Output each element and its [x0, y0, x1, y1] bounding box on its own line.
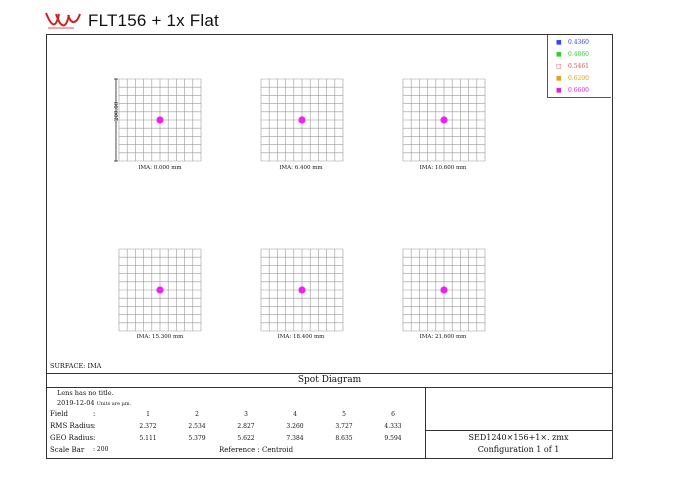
info-panel: Lens has no title. 2019-12-04 Units are …: [47, 387, 426, 458]
spot-marker: [156, 286, 164, 294]
legend-item: ■ 0.6200: [556, 75, 589, 82]
legend-item: ■ 0.6600: [556, 87, 589, 94]
divider: [47, 373, 612, 374]
rms-cell: 2.372: [139, 423, 157, 430]
surface-label: SURFACE: IMA: [50, 362, 102, 370]
rms-cell: 3.260: [286, 423, 304, 430]
header: FLT156 + 1x Flat: [44, 8, 219, 34]
diagram-frame: 200.00 IMA: 0.000 mm IMA: 6.400 mm IMA: …: [46, 34, 613, 459]
field-cell: 3: [244, 411, 248, 418]
geo-cell: 5.379: [188, 435, 206, 442]
field-cell: 5: [342, 411, 346, 418]
reference-line: Reference : Centroid: [219, 446, 294, 454]
scale-bar: [114, 78, 118, 162]
field-cell: 6: [391, 411, 395, 418]
spot-marker: [440, 286, 448, 294]
divider: [47, 387, 612, 388]
spot-grid: [260, 78, 344, 162]
rms-label: RMS Radius: [50, 422, 94, 430]
spot-diagram-canvas: [114, 78, 486, 332]
spot-marker: [440, 116, 448, 124]
spot-label: IMA: 6.400 mm: [279, 165, 323, 171]
file-info-box: SED1240×156+1×. zmx Configuration 1 of 1: [425, 430, 612, 459]
legend-marker-icon: ■: [556, 51, 562, 58]
geo-cell: 8.635: [335, 435, 353, 442]
spot-grid: [402, 248, 486, 332]
spot-marker: [298, 116, 306, 124]
scale-bar-label: Scale Bar: [50, 446, 85, 454]
geo-cell: 5.111: [139, 435, 157, 442]
rms-cell: 3.727: [335, 423, 353, 430]
rms-cell: 2.534: [188, 423, 206, 430]
spot-grid: [118, 78, 202, 162]
spot-grid: [260, 248, 344, 332]
field-cell: 2: [195, 411, 199, 418]
file-name: SED1240×156+1×. zmx: [468, 433, 569, 442]
legend-item: ■ 0.4860: [556, 51, 589, 58]
legend-item: □ 0.5461: [556, 63, 589, 70]
field-cell: 4: [293, 411, 297, 418]
legend-marker-icon: ■: [556, 75, 562, 82]
field-label: Field: [50, 410, 68, 418]
legend-marker-icon: ■: [556, 39, 562, 46]
wavelength-legend: ■ 0.4360 ■ 0.4860 □ 0.5461 ■ 0.6200 ■ 0.…: [547, 35, 611, 98]
geo-colon: :: [93, 434, 96, 442]
brand-logo-icon: [45, 12, 81, 29]
spot-label: IMA: 10.600 mm: [419, 165, 467, 171]
spot-label: IMA: 0.000 mm: [138, 165, 182, 171]
scale-bar-value: : 200: [93, 446, 109, 453]
legend-marker-icon: ■: [556, 87, 562, 94]
spot-label: IMA: 21.600 mm: [419, 334, 467, 340]
diagram-title: Spot Diagram: [297, 375, 362, 385]
legend-marker-icon: □: [556, 63, 562, 70]
lens-title: Lens has no title.: [57, 389, 114, 397]
legend-item: ■ 0.4360: [556, 39, 589, 46]
spot-label: IMA: 15.300 mm: [136, 334, 184, 340]
spot-label: IMA: 18.400 mm: [277, 334, 325, 340]
spot-grid: [402, 78, 486, 162]
geo-label: GEO Radius: [50, 434, 94, 442]
date-line: 2019-12-04 Units are µm.: [57, 399, 131, 407]
configuration-line: Configuration 1 of 1: [477, 445, 560, 454]
date: 2019-12-04: [57, 399, 95, 407]
plot-area: 200.00 IMA: 0.000 mm IMA: 6.400 mm IMA: …: [47, 35, 612, 375]
rms-cell: 4.333: [384, 423, 402, 430]
units-note: Units are µm.: [96, 401, 132, 407]
page-title: FLT156 + 1x Flat: [88, 11, 219, 30]
geo-cell: 7.384: [286, 435, 304, 442]
geo-cell: 9.594: [384, 435, 402, 442]
scale-tag: 200.00: [114, 101, 120, 121]
field-colon: :: [93, 410, 96, 418]
spot-marker: [156, 116, 164, 124]
rms-cell: 2.827: [237, 423, 255, 430]
field-cell: 1: [146, 411, 150, 418]
rms-colon: :: [93, 422, 96, 430]
spot-marker: [298, 286, 306, 294]
geo-cell: 5.622: [237, 435, 255, 442]
spot-grid: [118, 248, 202, 332]
